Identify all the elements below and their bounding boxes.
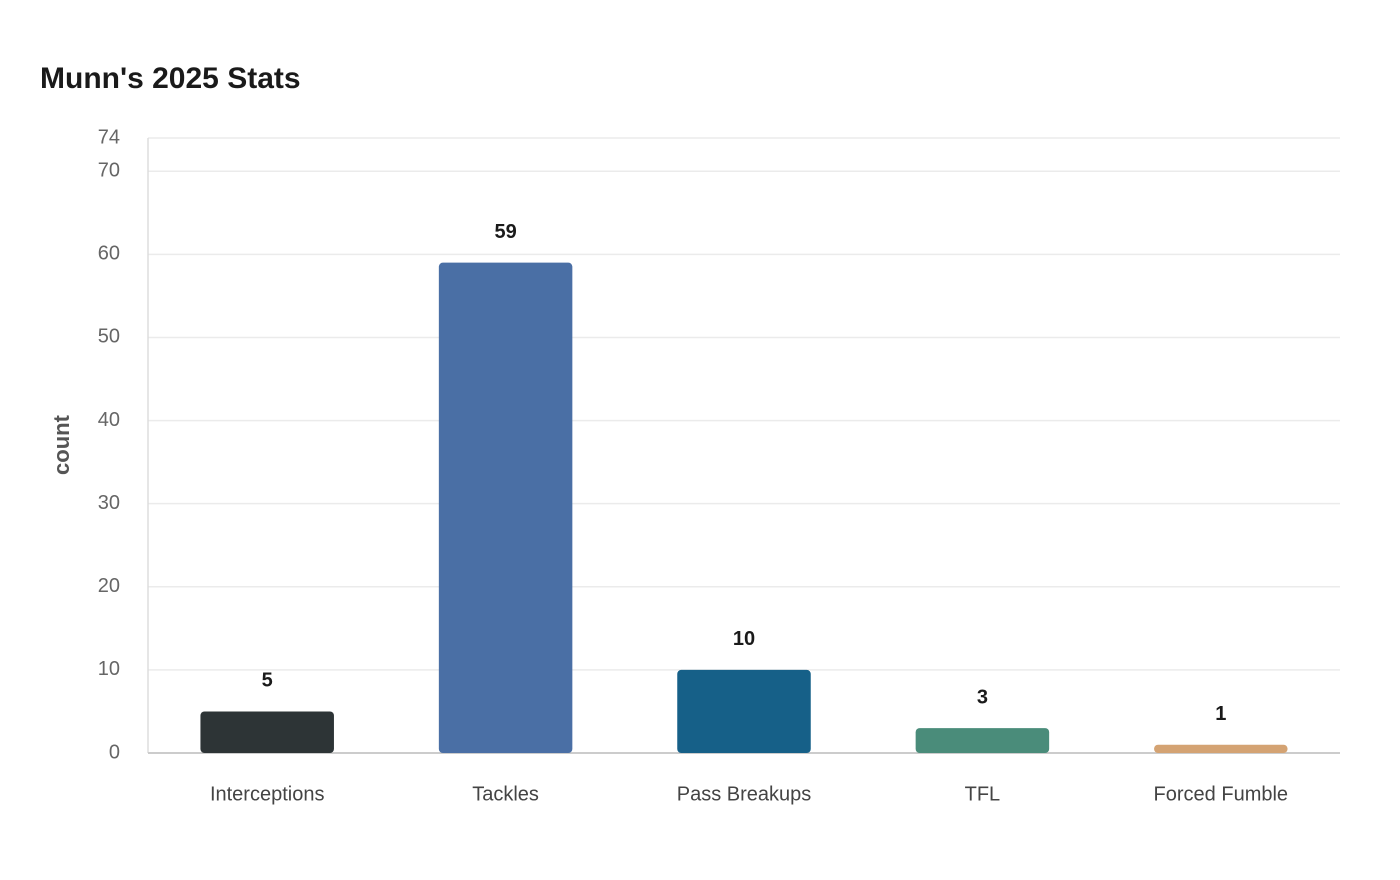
- y-tick-label: 10: [98, 658, 120, 680]
- y-tick-label: 60: [98, 243, 120, 265]
- y-tick-label: 20: [98, 575, 120, 597]
- value-label: 3: [977, 686, 988, 708]
- bar: [1154, 744, 1288, 753]
- bar: [200, 711, 334, 753]
- y-tick-label: 74: [98, 126, 120, 148]
- x-tick-label: Tackles: [472, 783, 539, 805]
- chart-title: Munn's 2025 Stats: [40, 62, 301, 95]
- x-tick-label: TFL: [965, 783, 1001, 805]
- value-label: 5: [262, 670, 273, 692]
- value-label: 1: [1215, 703, 1226, 725]
- y-tick-label: 70: [98, 160, 120, 182]
- bar: [438, 262, 573, 753]
- y-tick-label: 0: [109, 741, 120, 763]
- y-tick-label: 50: [98, 326, 120, 348]
- value-label: 10: [733, 628, 755, 650]
- x-tick-label: Interceptions: [210, 783, 325, 805]
- y-tick-label: 30: [98, 492, 120, 514]
- x-tick-label: Forced Fumble: [1154, 783, 1289, 805]
- x-tick-label: Pass Breakups: [677, 783, 812, 805]
- y-axis-label: count: [49, 414, 74, 475]
- value-label: 59: [494, 221, 516, 243]
- bar: [915, 728, 1050, 753]
- y-tick-label: 40: [98, 409, 120, 431]
- bar: [677, 669, 811, 753]
